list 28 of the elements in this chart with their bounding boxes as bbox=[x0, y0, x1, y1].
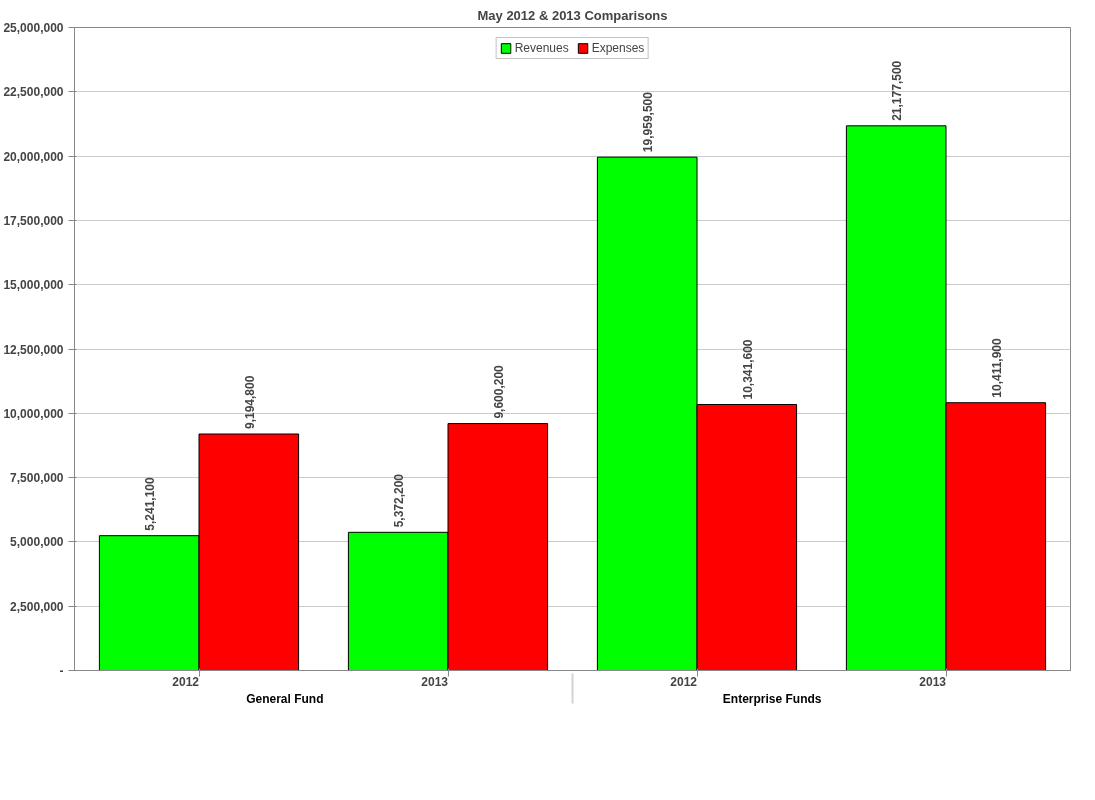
text: General Fund bbox=[246, 691, 324, 706]
y-tick-label: 12,500,000 bbox=[3, 342, 64, 357]
data-label: 5,241,100 bbox=[143, 476, 158, 531]
y-tick-label: 22,500,000 bbox=[3, 85, 64, 100]
data-label: 19,959,500 bbox=[641, 91, 656, 153]
y-tick-label: 25,000,000 bbox=[3, 21, 64, 35]
y-tick-label: 10,000,000 bbox=[3, 406, 64, 421]
y-tick-label: - bbox=[59, 664, 64, 678]
x-tick-label: 2013 bbox=[421, 675, 449, 689]
x-tick-label: 2012 bbox=[670, 675, 698, 689]
data-label: 10,411,900 bbox=[989, 337, 1004, 398]
y-tick-label: 7,500,000 bbox=[10, 471, 64, 486]
y-tick-label: 15,000,000 bbox=[3, 278, 64, 293]
x-tick-label: 2013 bbox=[919, 675, 947, 689]
y-tick-label: 17,500,000 bbox=[3, 213, 64, 228]
x-tick-label: 2012 bbox=[172, 675, 200, 689]
y-tick-label: 5,000,000 bbox=[10, 535, 64, 550]
y-tick-label: 2,500,000 bbox=[10, 599, 64, 614]
data-label: 5,372,200 bbox=[392, 473, 407, 528]
y-tick-label: 20,000,000 bbox=[3, 149, 64, 164]
legend-label: Revenues bbox=[514, 41, 569, 55]
data-label: 9,194,800 bbox=[242, 375, 257, 430]
text: Enterprise Funds bbox=[722, 691, 822, 706]
legend-label: Expenses bbox=[591, 41, 645, 55]
data-label: 10,341,600 bbox=[740, 339, 755, 400]
chart-title: May 2012 & 2013 Comparisons bbox=[477, 7, 668, 23]
data-label: 9,600,200 bbox=[491, 364, 506, 419]
data-label: 21,177,500 bbox=[890, 60, 905, 121]
